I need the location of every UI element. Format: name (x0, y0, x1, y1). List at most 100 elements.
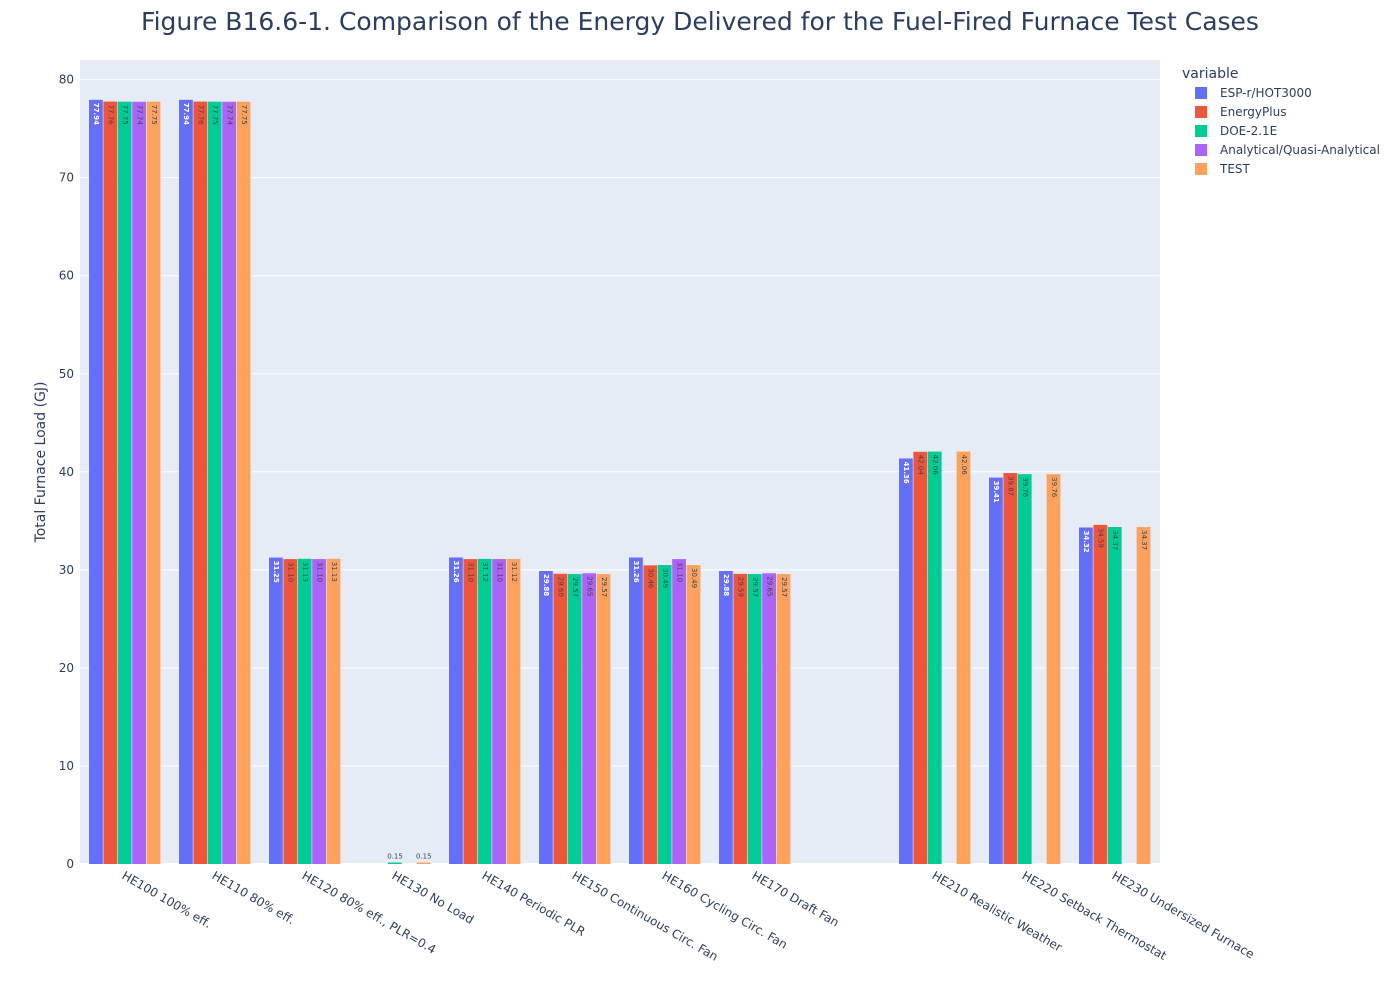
bar-value-label: 31.13 (330, 562, 338, 582)
bar (506, 558, 521, 864)
bar-value-label: 34.32 (1082, 531, 1090, 553)
bar (553, 573, 568, 864)
x-tick-label: HE100 100% eff. (120, 868, 214, 931)
bar (222, 101, 236, 864)
bar (1046, 474, 1061, 864)
bar-value-label: 29.65 (585, 576, 593, 596)
bars (89, 99, 1151, 865)
bar-value-label: 31.10 (675, 562, 683, 582)
bar (1017, 474, 1032, 864)
bar-value-label: 34.59 (1097, 528, 1105, 548)
x-tick-label: HE110 80% eff. (210, 868, 298, 927)
bar (539, 571, 553, 864)
legend: variable ESP-r/HOT3000 EnergyPlus DOE-2.1E… (1182, 66, 1380, 176)
bar (283, 559, 298, 864)
bar (416, 862, 431, 864)
bar (956, 451, 971, 864)
bar (193, 101, 208, 864)
bar-value-label: 31.10 (287, 562, 295, 582)
legend-swatch[interactable] (1195, 144, 1207, 156)
bar-value-label: 30.46 (647, 568, 655, 589)
y-tick-label: 70 (59, 171, 74, 185)
bar-value-label: 41.36 (902, 461, 910, 483)
bar (1107, 527, 1122, 864)
bar (477, 558, 492, 864)
legend-item-label[interactable]: DOE-2.1E (1220, 124, 1277, 138)
bar (297, 558, 312, 864)
y-tick-label: 10 (59, 759, 74, 773)
bar-labels: 77.94 77.76 77.75 77.74 77.75 77.94 77.76 77.75… (92, 103, 1148, 861)
legend-item-label[interactable]: Analytical/Quasi-Analytical (1220, 143, 1380, 157)
legend-swatch[interactable] (1195, 106, 1207, 118)
bar-value-label: 29.65 (765, 576, 773, 596)
bar (657, 565, 672, 864)
bar-value-label: 42.06 (960, 455, 968, 476)
chart-title: Figure B16.6-1. Comparison of the Energy… (141, 7, 1259, 36)
bar (463, 559, 478, 864)
bar (672, 559, 686, 864)
bar-value-label: 29.88 (542, 574, 550, 596)
legend-item-label[interactable]: ESP-r/HOT3000 (1220, 86, 1312, 100)
legend-item-label[interactable]: TEST (1219, 162, 1251, 176)
bar-value-label: 77.75 (121, 105, 129, 125)
y-tick-label: 30 (59, 563, 74, 577)
bar (146, 101, 161, 865)
bar (103, 101, 118, 864)
bar (582, 573, 596, 864)
bar-value-label: 39.87 (1007, 476, 1015, 496)
bar-value-label: 77.75 (150, 105, 158, 125)
bar (269, 557, 283, 864)
bar-value-label: 77.75 (211, 105, 219, 125)
bar-value-label: 31.10 (495, 562, 503, 582)
bar (762, 573, 776, 864)
bar (117, 101, 132, 865)
y-tick-label: 60 (59, 269, 74, 283)
bar-value-label: 42.04 (917, 455, 925, 476)
bar (89, 99, 103, 864)
bar-value-label: 77.74 (225, 105, 233, 126)
bar-value-label: 77.75 (240, 105, 248, 125)
bar (913, 451, 928, 864)
x-tick-label: HE170 Draft Fan (750, 868, 842, 929)
y-tick-label: 0 (66, 857, 74, 871)
bar (132, 101, 146, 864)
bar-value-label: 31.10 (315, 562, 323, 582)
bar-value-label: 31.26 (632, 561, 640, 583)
legend-swatch[interactable] (1195, 125, 1207, 137)
bar-value-label: 77.74 (135, 105, 143, 126)
bar (899, 458, 913, 864)
bar (719, 571, 733, 864)
bar (1136, 527, 1151, 864)
x-tick-label: HE130 No Load (390, 868, 477, 926)
legend-item-label[interactable]: EnergyPlus (1220, 105, 1286, 119)
bar (1003, 473, 1018, 864)
bar (236, 101, 251, 865)
bar-value-label: 30.49 (661, 568, 669, 588)
legend-swatch[interactable] (1195, 163, 1207, 175)
x-axis-ticks: HE100 100% eff.HE110 80% eff. HE120 80% e… (120, 868, 1257, 963)
bar-value-label: 29.57 (571, 577, 579, 597)
bar-value-label: 77.94 (92, 103, 100, 125)
legend-swatch[interactable] (1195, 87, 1207, 99)
bar-value-label: 30.49 (690, 568, 698, 588)
y-axis-ticks: 0 10 20 30 40 50 60 70 80 (59, 73, 74, 871)
bar (492, 559, 506, 864)
bar (629, 557, 643, 864)
bar-value-label: 0.15 (416, 853, 432, 861)
bar (567, 574, 582, 864)
bar-value-label: 39.76 (1021, 477, 1029, 498)
bar-value-label: 77.76 (197, 105, 205, 126)
bar (179, 99, 193, 864)
y-tick-label: 40 (59, 465, 74, 479)
bar (1093, 524, 1108, 864)
bar (596, 574, 611, 864)
bar-value-label: 31.13 (301, 562, 309, 582)
bar-value-label: 31.12 (481, 562, 489, 582)
x-tick-label: HE230 Undersized Furnace (1110, 868, 1257, 961)
bar-value-label: 77.94 (182, 103, 190, 125)
bar (733, 573, 748, 864)
bar (387, 862, 402, 864)
bar-value-label: 29.57 (751, 577, 759, 597)
